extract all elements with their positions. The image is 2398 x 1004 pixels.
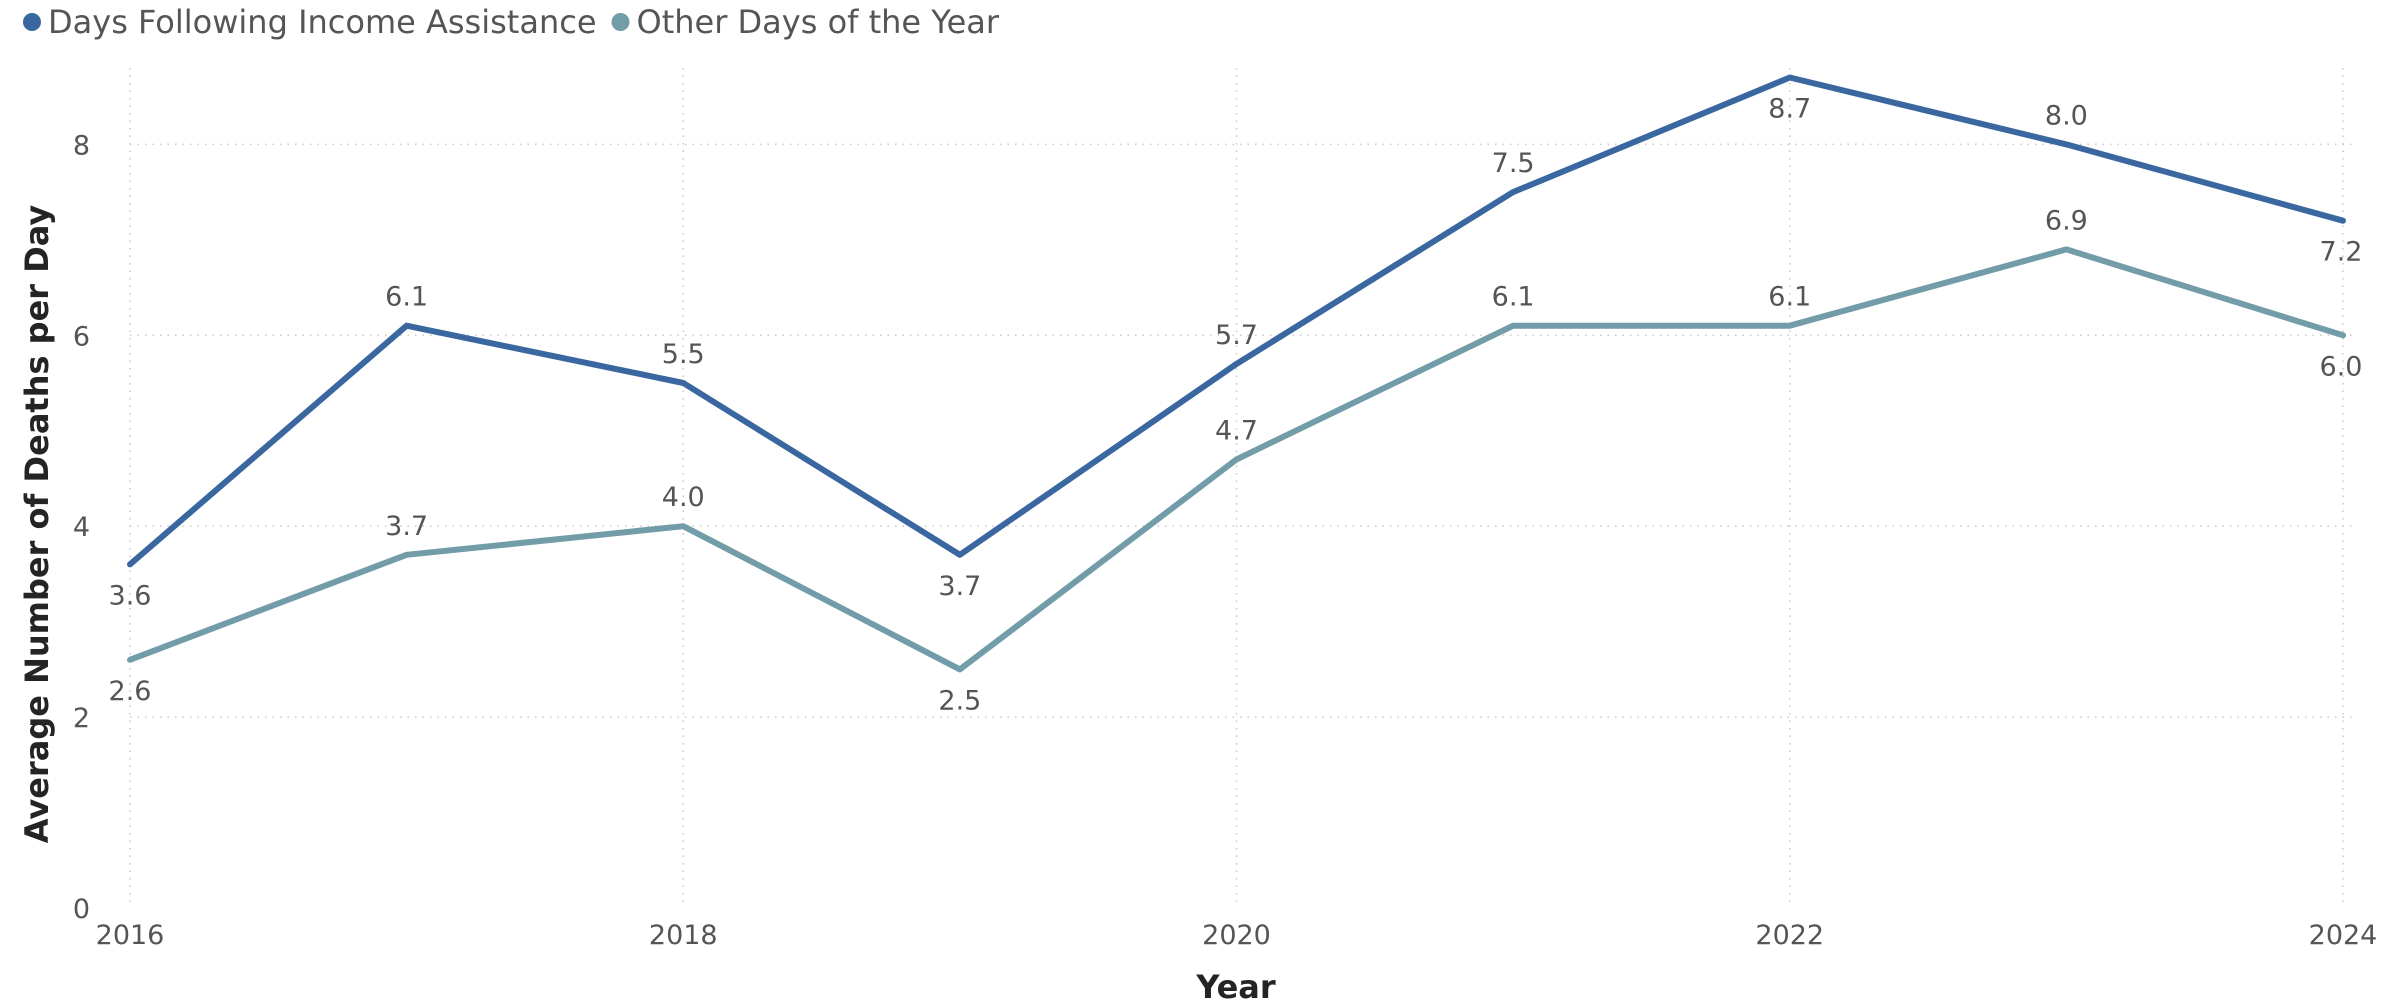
data-label: 4.0 <box>662 482 705 513</box>
data-label: 3.7 <box>938 571 981 602</box>
data-label: 7.5 <box>1492 148 1535 179</box>
data-label: 6.1 <box>1492 282 1535 313</box>
data-label: 5.7 <box>1215 320 1258 351</box>
data-label: 6.1 <box>1768 282 1811 313</box>
x-tick-label: 2024 <box>2309 920 2378 951</box>
x-axis-title: Year <box>1195 968 1276 1004</box>
legend-marker-1 <box>23 13 41 31</box>
y-tick-label: 4 <box>73 512 90 543</box>
series-line-2 <box>127 246 2346 673</box>
data-label: 2.5 <box>938 685 981 716</box>
data-label: 7.2 <box>2320 237 2363 268</box>
legend: Days Following Income Assistance Other Da… <box>23 3 1000 41</box>
legend-label-1: Days Following Income Assistance <box>48 3 597 41</box>
x-axis-ticks: 2016 2018 2020 2022 2024 <box>96 920 2378 951</box>
data-label: 3.7 <box>385 511 428 542</box>
legend-label-2: Other Days of the Year <box>637 3 1000 41</box>
data-label: 8.7 <box>1768 94 1811 125</box>
data-label: 3.6 <box>109 580 152 611</box>
y-tick-label: 2 <box>73 703 90 734</box>
data-labels: 3.6 6.1 5.5 3.7 5.7 7.5 8.7 8.0 7.2 2.6 3.7 4.0 2.5 4… <box>109 94 2363 717</box>
data-label: 6.9 <box>2045 205 2088 236</box>
series-lines <box>127 74 2346 673</box>
data-label: 5.5 <box>662 339 705 370</box>
y-tick-label: 0 <box>73 894 90 925</box>
data-label: 6.0 <box>2320 351 2363 382</box>
x-tick-label: 2016 <box>96 920 165 951</box>
data-label: 8.0 <box>2045 100 2088 131</box>
x-tick-label: 2020 <box>1202 920 1271 951</box>
data-label: 4.7 <box>1215 415 1258 446</box>
x-tick-label: 2022 <box>1755 920 1824 951</box>
legend-marker-2 <box>611 13 630 31</box>
gridlines <box>129 68 2355 908</box>
y-tick-label: 8 <box>73 130 90 161</box>
y-axis-title: Average Number of Deaths per Day <box>18 205 56 844</box>
data-label: 6.1 <box>385 282 428 313</box>
x-tick-label: 2018 <box>649 920 718 951</box>
data-label: 2.6 <box>109 676 152 707</box>
y-axis-ticks: 0 2 4 6 8 <box>73 130 90 925</box>
y-tick-label: 6 <box>73 321 90 352</box>
series-line-1 <box>127 74 2346 568</box>
